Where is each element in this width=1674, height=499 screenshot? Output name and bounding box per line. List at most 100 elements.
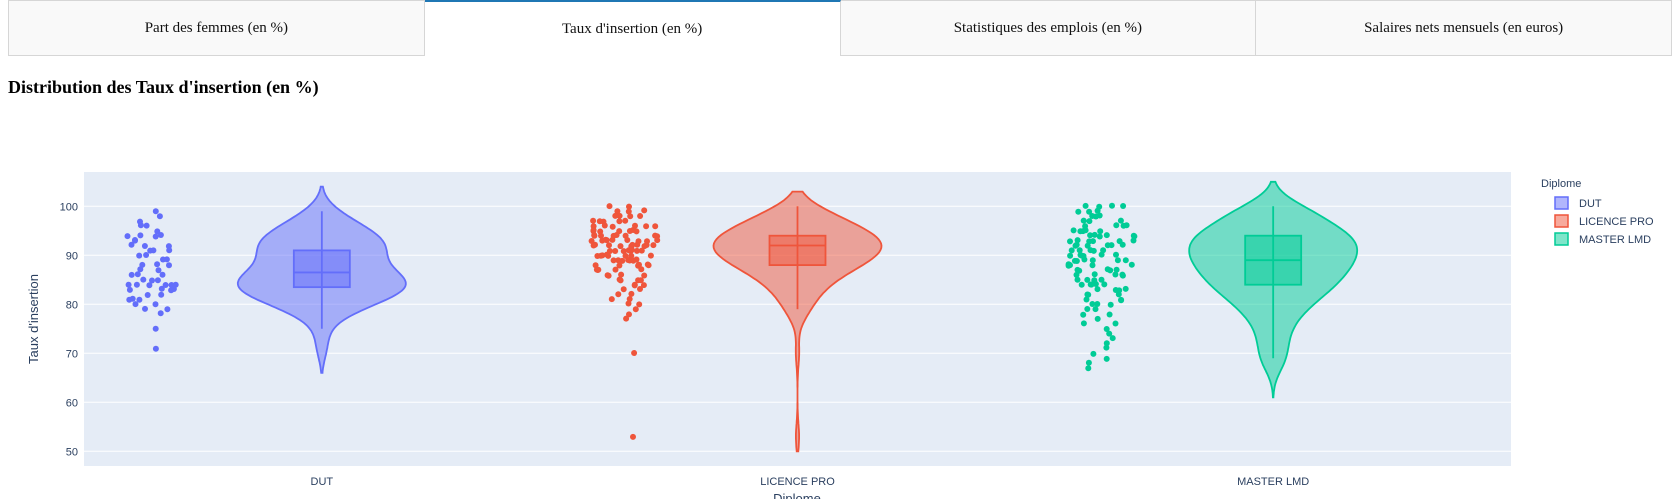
data-point: [1130, 232, 1137, 239]
data-point: [152, 208, 159, 215]
data-point: [1084, 276, 1091, 283]
data-point: [591, 232, 598, 239]
data-point: [620, 248, 627, 255]
data-point: [143, 222, 150, 229]
y-tick-label: 50: [66, 446, 78, 458]
data-point: [616, 276, 623, 283]
data-point: [614, 208, 621, 215]
data-point: [606, 203, 613, 210]
data-point: [627, 246, 634, 253]
x-tick-label: DUT: [311, 476, 334, 488]
x-tick-label: LICENCE PRO: [760, 476, 835, 488]
data-point: [1091, 231, 1098, 238]
data-point: [1106, 311, 1113, 318]
data-point: [152, 301, 159, 308]
y-axis-title: Taux d'insertion: [26, 274, 41, 364]
tab-statistiques-emplois[interactable]: Statistiques des emplois (en %): [840, 0, 1257, 56]
data-point: [1123, 222, 1130, 229]
data-point: [596, 218, 603, 225]
tab-salaires-nets[interactable]: Salaires nets mensuels (en euros): [1256, 0, 1672, 56]
data-point: [633, 256, 640, 263]
data-point: [638, 266, 645, 273]
box-iqr: [292, 249, 351, 289]
data-point: [603, 237, 610, 244]
data-point: [154, 277, 161, 284]
data-point: [1096, 233, 1103, 240]
data-point: [592, 241, 598, 248]
data-point: [1094, 315, 1101, 322]
violin-trace: [1065, 180, 1359, 399]
data-point: [166, 262, 172, 269]
data-point: [626, 203, 632, 210]
legend-swatch: [1554, 214, 1569, 228]
data-point: [137, 222, 144, 229]
data-point: [644, 261, 651, 268]
legend-label: MASTER LMD: [1579, 234, 1651, 246]
data-point: [1067, 238, 1073, 245]
data-point: [164, 306, 171, 313]
data-point: [650, 242, 657, 249]
data-point: [149, 277, 155, 284]
data-point: [1108, 242, 1115, 249]
data-point: [627, 213, 634, 220]
data-point: [1094, 301, 1101, 307]
y-tick-label: 60: [66, 397, 78, 409]
data-point: [615, 291, 622, 298]
data-point: [1122, 285, 1129, 292]
data-point: [605, 272, 612, 279]
data-point: [1092, 281, 1099, 287]
data-point: [1084, 306, 1091, 312]
data-point: [1088, 281, 1095, 288]
data-point: [1078, 281, 1085, 288]
data-point: [1085, 291, 1092, 298]
data-point: [126, 286, 133, 293]
data-point: [1103, 344, 1110, 351]
data-point: [1094, 286, 1101, 293]
data-point: [125, 281, 132, 288]
legend-title: Diplome: [1541, 178, 1581, 190]
x-axis-title: Diplome: [773, 491, 821, 499]
data-point: [1087, 232, 1094, 239]
tab-taux-insertion[interactable]: Taux d'insertion (en %): [424, 0, 841, 56]
data-point: [1130, 237, 1137, 244]
data-point: [1082, 202, 1089, 209]
tab-part-des-femmes[interactable]: Part des femmes (en %): [8, 0, 425, 56]
data-point: [1090, 238, 1096, 245]
data-point: [1117, 217, 1124, 224]
y-tick-label: 70: [66, 348, 78, 360]
data-point: [638, 247, 645, 254]
y-tick-label: 80: [66, 299, 78, 311]
data-point: [128, 241, 135, 248]
data-point: [1118, 297, 1125, 304]
data-point: [1082, 227, 1089, 234]
data-point: [1085, 359, 1092, 366]
data-point: [595, 266, 602, 273]
data-point: [1119, 271, 1126, 278]
violin-trace: [124, 185, 407, 374]
data-point: [1087, 247, 1094, 254]
violin-shape: [712, 190, 883, 453]
page-title: Distribution des Taux d'insertion (en %): [8, 77, 319, 97]
data-point: [1101, 281, 1108, 288]
data-point: [1103, 326, 1110, 332]
data-point: [1080, 217, 1087, 224]
legend-swatch: [1554, 196, 1569, 210]
data-point: [140, 276, 147, 283]
data-point: [1115, 291, 1122, 298]
data-point: [1128, 261, 1135, 268]
data-point: [599, 237, 606, 244]
data-point: [637, 213, 644, 219]
data-point: [134, 271, 141, 278]
data-point: [137, 266, 144, 273]
data-point: [1112, 271, 1119, 278]
data-point: [1083, 296, 1090, 303]
data-point: [133, 281, 140, 288]
data-point: [654, 237, 661, 244]
data-point: [608, 296, 615, 303]
data-point: [643, 223, 650, 230]
data-point: [1086, 218, 1093, 225]
x-tick-label: MASTER LMD: [1237, 476, 1309, 488]
data-point: [1098, 276, 1105, 283]
data-point: [613, 232, 620, 238]
data-point: [152, 233, 159, 240]
